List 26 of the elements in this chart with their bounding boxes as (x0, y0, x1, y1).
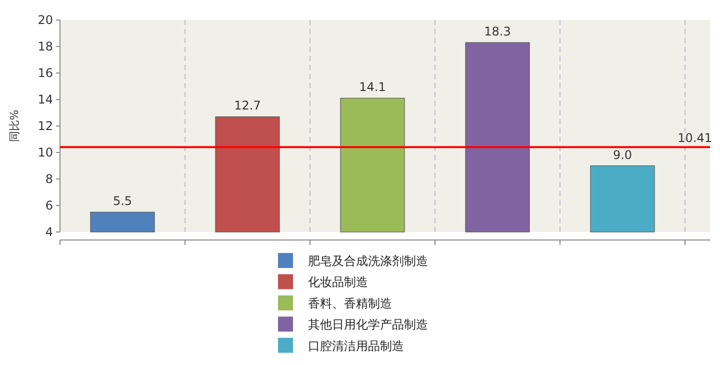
y-tick-label: 16 (38, 66, 53, 80)
y-tick-label: 6 (45, 198, 53, 212)
y-tick-label: 14 (38, 92, 53, 106)
data-label: 18.3 (484, 24, 511, 39)
legend-label: 口腔清洁用品制造 (308, 338, 404, 353)
legend-label: 肥皂及合成洗涤剂制造 (308, 254, 428, 268)
legend-item: 肥皂及合成洗涤剂制造 (278, 253, 428, 268)
y-axis-title: 同比% (8, 110, 21, 142)
data-label: 14.1 (359, 80, 386, 94)
data-label: 9.0 (612, 148, 632, 162)
legend-label: 化妆品制造 (308, 275, 368, 290)
legend-label: 其他日用化学产品制造 (308, 318, 428, 332)
y-tick-label: 20 (38, 13, 53, 27)
legend-item: 口腔清洁用品制造 (278, 338, 404, 353)
legend-label: 香料、香精制造 (308, 296, 392, 310)
legend-item: 香料、香精制造 (278, 295, 392, 310)
ref-line-label: 10.41 (678, 131, 712, 146)
data-label: 5.5 (112, 194, 132, 208)
y-tick-label: 18 (38, 40, 53, 54)
legend-item: 化妆品制造 (278, 274, 368, 290)
y-tick-label: 4 (45, 225, 53, 239)
y-tick-label: 12 (38, 119, 53, 133)
y-tick-label: 10 (38, 146, 53, 160)
legend-item: 其他日用化学产品制造 (278, 316, 428, 332)
data-label: 12.7 (234, 98, 261, 113)
y-tick-label: 8 (45, 172, 53, 186)
